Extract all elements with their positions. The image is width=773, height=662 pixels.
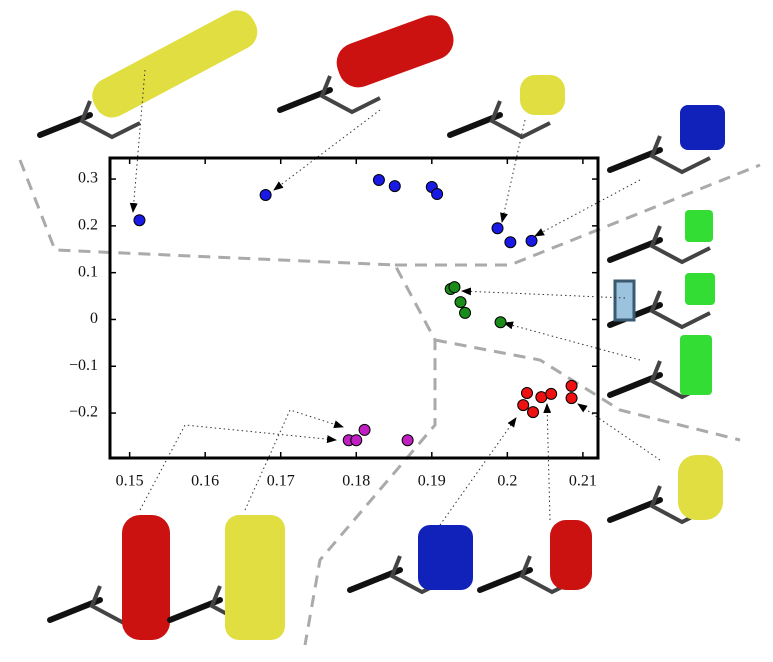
y-tick-label: −0.1 bbox=[69, 357, 98, 374]
x-tick-label: 0.15 bbox=[116, 473, 144, 490]
y-tick-label: 0.1 bbox=[78, 263, 98, 280]
x-tick-label: 0.19 bbox=[418, 473, 446, 490]
decoration bbox=[18, 10, 761, 646]
point bbox=[491, 222, 504, 235]
x-tick-label: 0.17 bbox=[267, 473, 295, 490]
point bbox=[525, 234, 538, 247]
point bbox=[565, 392, 578, 405]
plot-frame bbox=[108, 156, 600, 460]
point bbox=[517, 399, 530, 412]
x-tick-label: 0.16 bbox=[191, 473, 219, 490]
point bbox=[401, 434, 414, 447]
point bbox=[388, 180, 401, 193]
point bbox=[520, 386, 533, 399]
y-tick-label: −0.2 bbox=[69, 404, 98, 421]
point bbox=[372, 173, 385, 186]
y-tick-label: 0.3 bbox=[78, 170, 98, 187]
point bbox=[431, 188, 444, 201]
point bbox=[259, 188, 272, 201]
x-tick-label: 0.21 bbox=[569, 473, 597, 490]
point bbox=[565, 379, 578, 392]
point bbox=[545, 387, 558, 400]
point bbox=[459, 306, 472, 319]
point bbox=[504, 236, 517, 249]
y-tick-label: 0.2 bbox=[78, 217, 98, 234]
point bbox=[133, 214, 146, 227]
point bbox=[454, 296, 467, 309]
point bbox=[527, 406, 540, 419]
x-tick-label: 0.18 bbox=[342, 473, 370, 490]
x-tick-label: 0.2 bbox=[497, 473, 517, 490]
point bbox=[358, 423, 371, 436]
y-tick-label: 0 bbox=[90, 310, 98, 327]
point bbox=[350, 434, 363, 447]
point bbox=[448, 281, 461, 294]
point bbox=[494, 316, 507, 329]
